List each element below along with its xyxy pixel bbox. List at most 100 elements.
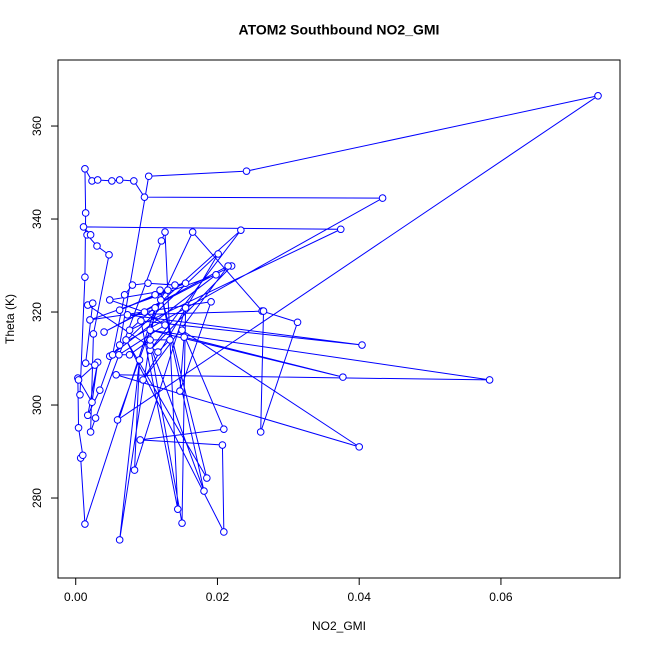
data-point (144, 172, 153, 181)
data-point (79, 451, 87, 460)
data-point (214, 250, 222, 258)
data-point (157, 237, 166, 245)
y-tick-label: 320 (30, 302, 44, 322)
data-point (130, 466, 139, 474)
data-point (188, 228, 197, 236)
data-point (81, 520, 89, 528)
data-point (242, 167, 251, 175)
data-point (93, 242, 101, 250)
data-point (86, 231, 95, 239)
data-point (218, 441, 227, 449)
data-point (115, 536, 124, 544)
data-point (171, 281, 179, 289)
data-point (81, 359, 90, 367)
data-point (154, 348, 162, 356)
data-point (358, 341, 366, 349)
chart-title: ATOM2 Southbound NO2_GMI (239, 22, 440, 38)
data-point (293, 318, 302, 327)
data-point (130, 177, 138, 185)
data-point (220, 425, 228, 434)
data-point (123, 311, 132, 319)
data-point (161, 321, 169, 329)
y-tick-label: 340 (30, 209, 44, 229)
data-point (178, 326, 186, 334)
data-point (74, 424, 83, 432)
plot-frame (57, 59, 621, 579)
data-point (96, 386, 104, 394)
data-point (140, 193, 149, 201)
data-point (259, 307, 268, 315)
data-point (86, 316, 94, 324)
data-point (105, 251, 113, 259)
data-point (378, 194, 387, 202)
data-point (164, 286, 172, 294)
data-point (151, 291, 159, 299)
data-point (88, 398, 96, 407)
data-point (81, 209, 90, 217)
data-point (212, 271, 220, 279)
y-tick-label: 360 (30, 116, 44, 136)
data-point (112, 370, 120, 379)
data-point (81, 273, 89, 281)
data-point (81, 165, 89, 173)
data-point (135, 356, 144, 364)
data-point (237, 226, 245, 234)
data-point (86, 428, 95, 436)
data-point (139, 376, 147, 384)
data-point (91, 414, 100, 422)
y-axis-label: Theta (K) (3, 294, 17, 344)
data-point (113, 416, 122, 424)
x-tick-label: 0.00 (64, 590, 88, 604)
x-axis-label: NO2_GMI (312, 619, 366, 633)
data-point (115, 176, 124, 184)
data-point (136, 436, 145, 444)
data-point (256, 428, 265, 436)
data-point (355, 443, 363, 451)
data-point (88, 299, 97, 307)
data-point (120, 291, 129, 299)
data-point (156, 286, 164, 294)
data-point (128, 281, 137, 289)
data-point (176, 387, 184, 395)
data-point (125, 351, 134, 359)
data-point (79, 223, 88, 231)
data-point (181, 304, 190, 312)
data-point (166, 336, 174, 344)
data-point (108, 351, 117, 359)
data-point (137, 317, 145, 325)
data-point (115, 341, 124, 349)
data-point (336, 225, 345, 234)
y-tick-label: 300 (30, 395, 44, 415)
data-point (89, 330, 98, 338)
data-point (220, 528, 228, 536)
data-point (207, 297, 215, 306)
data-point (105, 296, 114, 304)
data-point (83, 411, 92, 420)
data-point (181, 279, 190, 287)
data-point (178, 519, 186, 527)
data-point (93, 176, 102, 184)
data-point (151, 304, 159, 312)
data-point (108, 177, 116, 185)
data-point (100, 328, 108, 336)
data-point (125, 326, 134, 334)
data-point (180, 333, 188, 341)
data-point (91, 361, 99, 369)
data-point (144, 279, 152, 287)
data-point (203, 474, 211, 482)
data-point (76, 390, 84, 399)
data-point (146, 336, 154, 344)
data-point (339, 373, 347, 381)
data-point (161, 228, 169, 236)
data-point (485, 376, 494, 384)
data-point (74, 376, 83, 384)
x-tick-label: 0.06 (489, 590, 513, 604)
x-tick-label: 0.04 (348, 590, 372, 604)
data-point (173, 505, 182, 513)
data-point (146, 326, 154, 334)
data-point (115, 306, 124, 314)
data-point (200, 487, 208, 495)
data-point (224, 262, 232, 270)
